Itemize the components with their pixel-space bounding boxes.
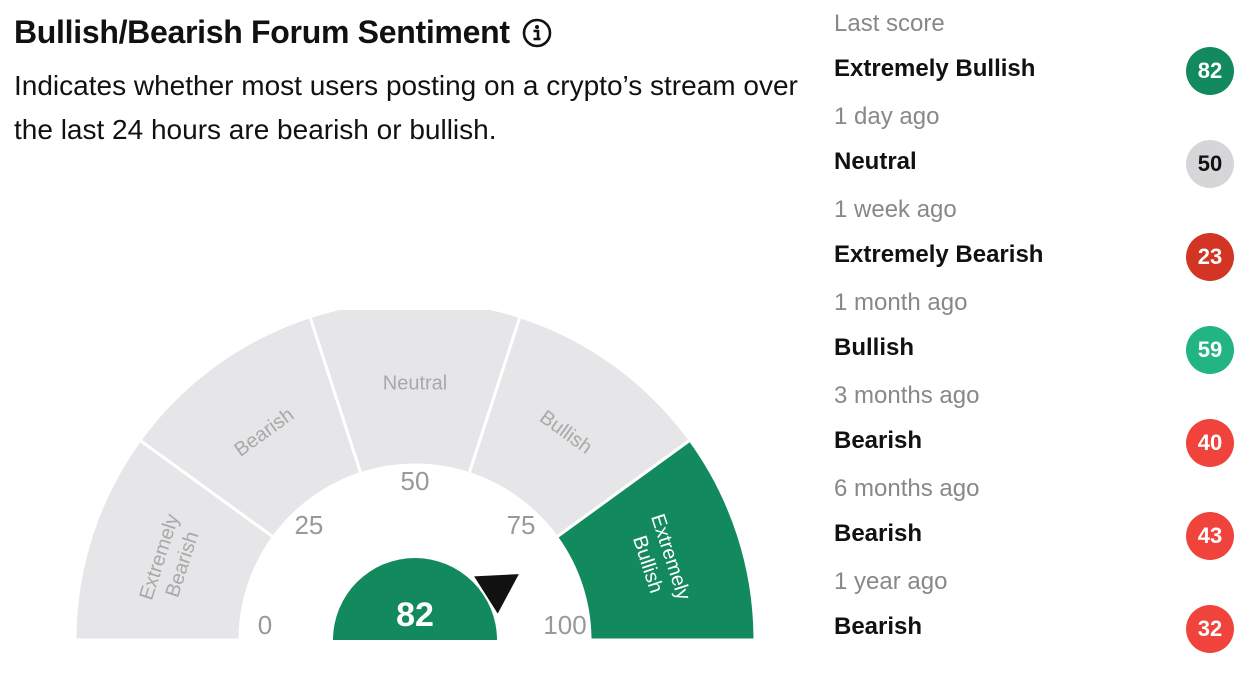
history-score-badge: 82 — [1186, 47, 1234, 95]
gauge-tick-label: 50 — [401, 466, 430, 496]
history-sentiment-label: Bearish — [834, 520, 923, 547]
page-title: Bullish/Bearish Forum Sentiment — [14, 14, 510, 50]
history-time: 1 month ago — [834, 289, 968, 316]
history-score-badge: 23 — [1186, 233, 1234, 281]
history-score-badge: 59 — [1186, 326, 1234, 374]
gauge-tick-label: 25 — [294, 510, 323, 540]
history-score-badge: 43 — [1186, 512, 1234, 560]
history-entry: 1 week ago Extremely Bearish 23 — [834, 194, 1236, 287]
history-time: 1 day ago — [834, 103, 940, 130]
history-time: 3 months ago — [834, 382, 980, 409]
gauge-tick-label: 0 — [258, 610, 272, 640]
description: Indicates whether most users posting on … — [14, 70, 798, 145]
history-time: 1 week ago — [834, 196, 957, 223]
history-sentiment-label: Extremely Bullish — [834, 55, 1036, 82]
history-entry: Last score Extremely Bullish 82 — [834, 8, 1236, 101]
history-time: 6 months ago — [834, 475, 980, 502]
sentiment-history: Last score Extremely Bullish 82 1 day ago… — [834, 8, 1236, 659]
history-time: Last score — [834, 10, 945, 37]
info-icon[interactable] — [522, 18, 552, 48]
history-entry: 3 months ago Bearish 40 — [834, 380, 1236, 473]
history-entry: 6 months ago Bearish 43 — [834, 473, 1236, 566]
gauge-pointer — [474, 574, 519, 614]
header: Bullish/Bearish Forum Sentiment — [14, 14, 552, 51]
gauge-tick-label: 75 — [507, 510, 536, 540]
history-score-badge: 40 — [1186, 419, 1234, 467]
gauge-segment-label: Neutral — [383, 373, 447, 395]
gauge-value: 82 — [396, 596, 434, 634]
history-entry: 1 year ago Bearish 32 — [834, 566, 1236, 659]
history-entry: 1 month ago Bullish 59 — [834, 287, 1236, 380]
history-score-badge: 50 — [1186, 140, 1234, 188]
history-sentiment-label: Bullish — [834, 334, 915, 361]
history-time: 1 year ago — [834, 568, 948, 595]
gauge-segment — [554, 438, 757, 640]
gauge-tick-label: 100 — [543, 610, 586, 640]
history-sentiment-label: Neutral — [834, 148, 917, 175]
history-sentiment-label: Extremely Bearish — [834, 241, 1044, 268]
sentiment-gauge: ExtremelyBearish Bearish Neutral Bullish Ext… — [70, 310, 760, 650]
history-sentiment-label: Bearish — [834, 613, 923, 640]
history-entry: 1 day ago Neutral 50 — [834, 101, 1236, 194]
history-score-badge: 32 — [1186, 605, 1234, 653]
gauge-value-disc — [333, 558, 497, 640]
history-sentiment-label: Bearish — [834, 427, 923, 454]
